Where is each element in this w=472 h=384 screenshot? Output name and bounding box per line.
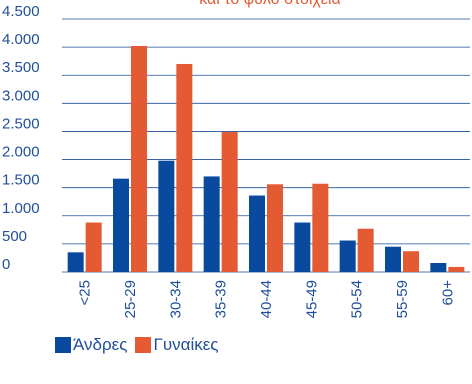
- x-tick-label: 60+: [439, 280, 456, 306]
- bar-women: [85, 222, 102, 272]
- bar-men: [294, 222, 311, 272]
- bar-women: [312, 183, 329, 272]
- x-tick-label: <25: [77, 280, 94, 305]
- y-tick-label: 4.500: [2, 3, 40, 20]
- y-tick-label: 1.000: [2, 200, 40, 217]
- bar-women: [267, 184, 283, 272]
- x-tick-label: 55-59: [394, 280, 411, 318]
- legend-item-men: Άνδρες: [55, 335, 127, 355]
- x-tick-label: 25-29: [122, 280, 139, 318]
- x-tick-label: 35-39: [213, 280, 230, 318]
- y-tick-label: 3.000: [2, 87, 40, 104]
- y-tick-label: 2.500: [2, 115, 40, 132]
- legend-item-women: Γυναίκες: [135, 335, 219, 355]
- bar-women: [448, 266, 465, 272]
- legend-label-women: Γυναίκες: [153, 335, 219, 354]
- bar-women: [221, 132, 238, 272]
- bar-women: [357, 228, 374, 272]
- bar-men: [203, 176, 220, 272]
- x-tick-label: 45-49: [303, 280, 320, 318]
- y-tick-label: 3.500: [2, 59, 40, 76]
- y-tick-label: 4.000: [2, 31, 40, 48]
- legend-swatch-men: [55, 337, 71, 353]
- y-tick-label: 2.000: [2, 144, 40, 161]
- y-tick-label: 0: [2, 256, 10, 273]
- bar-men: [249, 195, 265, 272]
- bar-men: [113, 178, 129, 272]
- legend-label-men: Άνδρες: [73, 335, 128, 354]
- chart-legend: Άνδρες Γυναίκες: [55, 335, 227, 355]
- bar-men: [385, 246, 401, 272]
- x-tick-label: 40-44: [258, 280, 275, 318]
- bar-men: [67, 252, 84, 272]
- bar-men: [339, 240, 356, 272]
- bar-men: [430, 263, 447, 272]
- bar-women: [176, 63, 193, 272]
- y-tick-label: 1.500: [2, 172, 40, 189]
- bar-men: [158, 160, 175, 272]
- x-tick-label: 30-34: [167, 280, 184, 318]
- chart-title: και το φύλο στοιχεία: [199, 0, 340, 8]
- x-tick-label: 50-54: [349, 280, 366, 318]
- legend-swatch-women: [135, 337, 152, 353]
- bar-women: [131, 45, 147, 273]
- y-tick-label: 500: [2, 228, 27, 245]
- bar-women: [403, 251, 419, 272]
